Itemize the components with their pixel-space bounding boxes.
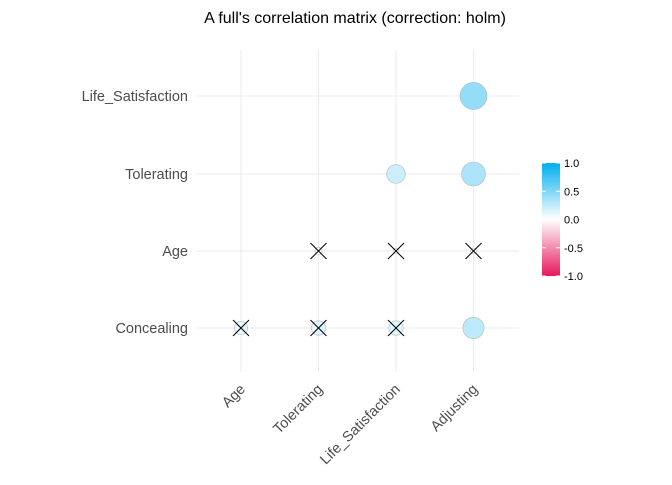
y-label-tolerating: Tolerating [125, 167, 188, 183]
cell-age-life-satisfaction [387, 242, 405, 260]
nonsignificant-cross-mark [387, 319, 405, 337]
cell-concealing-adjusting [462, 317, 485, 339]
y-label-age: Age [162, 244, 188, 260]
correlation-dot [462, 317, 485, 339]
legend-colorbar [542, 163, 560, 276]
cell-tolerating-life-satisfaction [386, 164, 406, 184]
legend-tick-label: 1.0 [564, 158, 579, 170]
legend-tick-label: -1.0 [564, 271, 583, 283]
nonsignificant-cross-mark [310, 242, 327, 260]
cell-tolerating-adjusting [461, 161, 486, 187]
y-label-life-satisfaction: Life_Satisfaction [82, 89, 188, 105]
y-label-concealing: Concealing [115, 321, 188, 337]
legend-tick-label: 0.0 [564, 215, 579, 227]
cell-concealing-life-satisfaction [387, 319, 405, 337]
x-label-life-satisfaction: Life_Satisfaction [317, 382, 404, 469]
y-axis-labels: Concealing Age Tolerating Life_Satisfaction [82, 89, 188, 337]
cell-concealing-age [232, 319, 250, 337]
legend-tick-label: 0.5 [564, 186, 579, 198]
x-label-adjusting: Adjusting [428, 382, 481, 435]
x-label-tolerating: Tolerating [271, 382, 327, 438]
cell-age-tolerating [310, 242, 327, 260]
nonsignificant-cross-mark [387, 242, 405, 260]
x-label-age: Age [219, 382, 249, 412]
nonsignificant-cross-mark [232, 319, 250, 337]
legend-tick-label: -0.5 [564, 243, 583, 255]
correlation-dot [386, 164, 406, 184]
correlation-dot [461, 161, 486, 187]
color-legend: 1.0 0.5 0.0 -0.5 -1.0 [542, 158, 583, 283]
cell-concealing-tolerating [310, 319, 327, 337]
cell-life-satisfaction-adjusting [459, 82, 488, 110]
chart-title: A full's correlation matrix (correction:… [204, 10, 506, 27]
cell-age-adjusting [465, 242, 482, 260]
nonsignificant-cross-mark [310, 319, 327, 337]
correlation-dot [459, 82, 488, 110]
nonsignificant-cross-mark [465, 242, 482, 260]
correlation-cells [232, 82, 488, 339]
